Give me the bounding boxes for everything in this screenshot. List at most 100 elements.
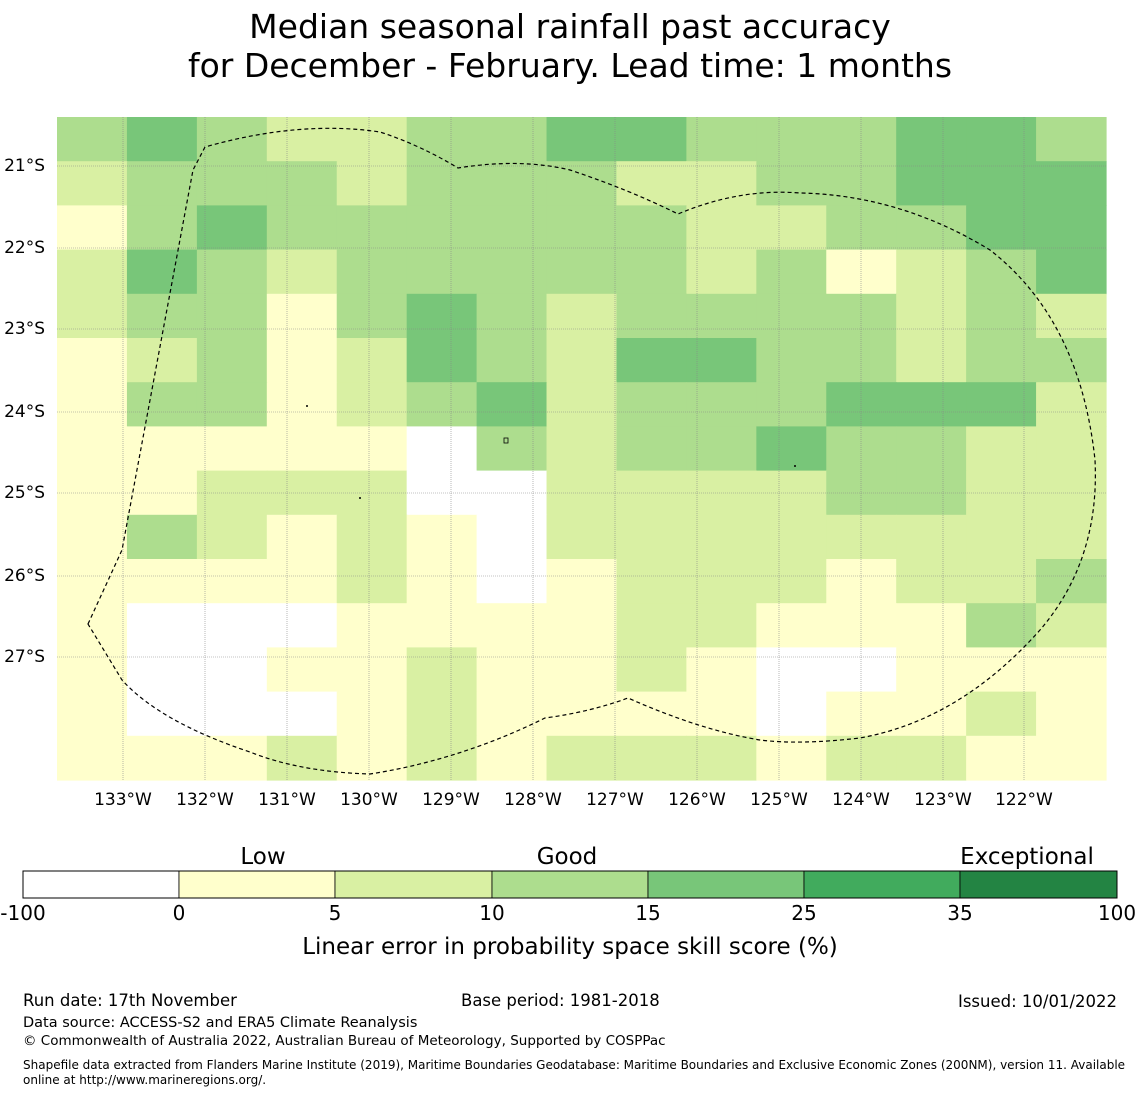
colorbar-segment [959, 870, 1118, 899]
grid-cell [756, 117, 827, 162]
lon-label: 133°W [94, 790, 152, 810]
lon-label: 123°W [914, 790, 972, 810]
longitude-labels: 133°W 132°W 131°W 130°W 129°W 128°W 127°… [94, 790, 1053, 810]
grid-cell [126, 603, 198, 648]
grid-cell [266, 117, 338, 162]
grid-cell [966, 514, 1037, 560]
grid-cell [476, 514, 548, 560]
grid-cell [686, 559, 757, 604]
grid-cell [756, 382, 827, 427]
grid-cell [336, 559, 408, 604]
grid-cell [126, 293, 198, 339]
eez-boundary [87, 127, 1096, 775]
grid-cell [57, 603, 128, 648]
grid-cell [826, 426, 897, 472]
grid-cell [826, 205, 897, 251]
grid-cell [616, 647, 687, 693]
colorbar-segment [803, 870, 961, 899]
grid-cell [336, 647, 408, 693]
grid-cell [476, 647, 548, 693]
grid-cell [896, 117, 967, 162]
grid-cell [196, 559, 268, 604]
grid-cell [266, 382, 338, 427]
grid-cell [57, 338, 128, 383]
lat-label: 23°S [4, 319, 45, 339]
colorbar: Low Good Exceptional -100 0 5 10 15 25 3… [0, 844, 1136, 960]
colorbar-segment [22, 870, 180, 899]
grid-cell [896, 249, 967, 295]
grid-cell [616, 161, 687, 206]
grid-cell [1036, 426, 1107, 472]
grid-cell [476, 161, 548, 206]
grid-cell [266, 249, 338, 295]
grid-cell [406, 161, 478, 206]
grid-cell [406, 735, 478, 781]
grid-cell [126, 647, 198, 693]
grid-cell [196, 205, 268, 251]
grid-cell [266, 559, 338, 604]
colorbar-tick-label: 100 [1098, 901, 1136, 925]
grid-cell [756, 338, 827, 383]
grid-cell [476, 205, 548, 251]
grid-cell [686, 603, 757, 648]
colorbar-tick-label: 0 [173, 901, 186, 925]
grid-cell [266, 603, 338, 648]
grid-cell [966, 338, 1037, 383]
grid-cell [686, 161, 757, 206]
grid-cell [1036, 382, 1107, 427]
grid-cell [686, 514, 757, 560]
grid-cell [966, 161, 1037, 206]
grid-cell [616, 338, 687, 383]
grid-cell [406, 514, 478, 560]
colorbar-tick-label: -100 [0, 901, 45, 925]
colorbar-title: Linear error in probability space skill … [302, 934, 838, 960]
grid-cell [826, 293, 897, 339]
grid-cell [57, 735, 128, 781]
grid-cell [336, 293, 408, 339]
grid-cell [546, 117, 618, 162]
shapefile-credit: Shapefile data extracted from Flanders M… [23, 1058, 1126, 1087]
grid-cell [966, 603, 1037, 648]
grid-cell [1036, 691, 1107, 737]
grid-cell [756, 205, 827, 251]
grid-cell [57, 426, 128, 472]
grid-cell [896, 382, 967, 427]
grid-cell [686, 117, 757, 162]
islands [306, 405, 796, 499]
grid-cell [336, 205, 408, 251]
colorbar-tick-label: 15 [635, 901, 660, 925]
grid-cell [896, 735, 967, 781]
grid-cell [196, 735, 268, 781]
grid-cell [1036, 514, 1107, 560]
grid-cell [756, 647, 827, 693]
grid-cell [57, 514, 128, 560]
grid-cell [616, 735, 687, 781]
grid-cell [896, 338, 967, 383]
grid-cell [266, 691, 338, 737]
grid-cell [57, 249, 128, 295]
grid-cell [266, 426, 338, 472]
colorbar-ticks: -100 0 5 10 15 25 35 100 [0, 901, 1136, 925]
lon-label: 130°W [340, 790, 398, 810]
grid-cell [826, 382, 897, 427]
grid-cell [1036, 647, 1107, 693]
grid-cell [756, 559, 827, 604]
grid-cell [826, 338, 897, 383]
grid-cell [476, 338, 548, 383]
grid-cell [756, 293, 827, 339]
grid-cell [126, 205, 198, 251]
grid-cell [616, 117, 687, 162]
grid-cell [266, 161, 338, 206]
island-marker [503, 437, 509, 444]
grid-cell [406, 691, 478, 737]
grid-cell [476, 735, 548, 781]
grid-cell [616, 205, 687, 251]
grid-cell [896, 426, 967, 472]
grid-cell [406, 293, 478, 339]
grid-cell [966, 117, 1037, 162]
base-period: Base period: 1981-2018 [461, 991, 660, 1010]
grid-cell [756, 735, 827, 781]
grid-cell [476, 293, 548, 339]
grid-cell [546, 691, 618, 737]
